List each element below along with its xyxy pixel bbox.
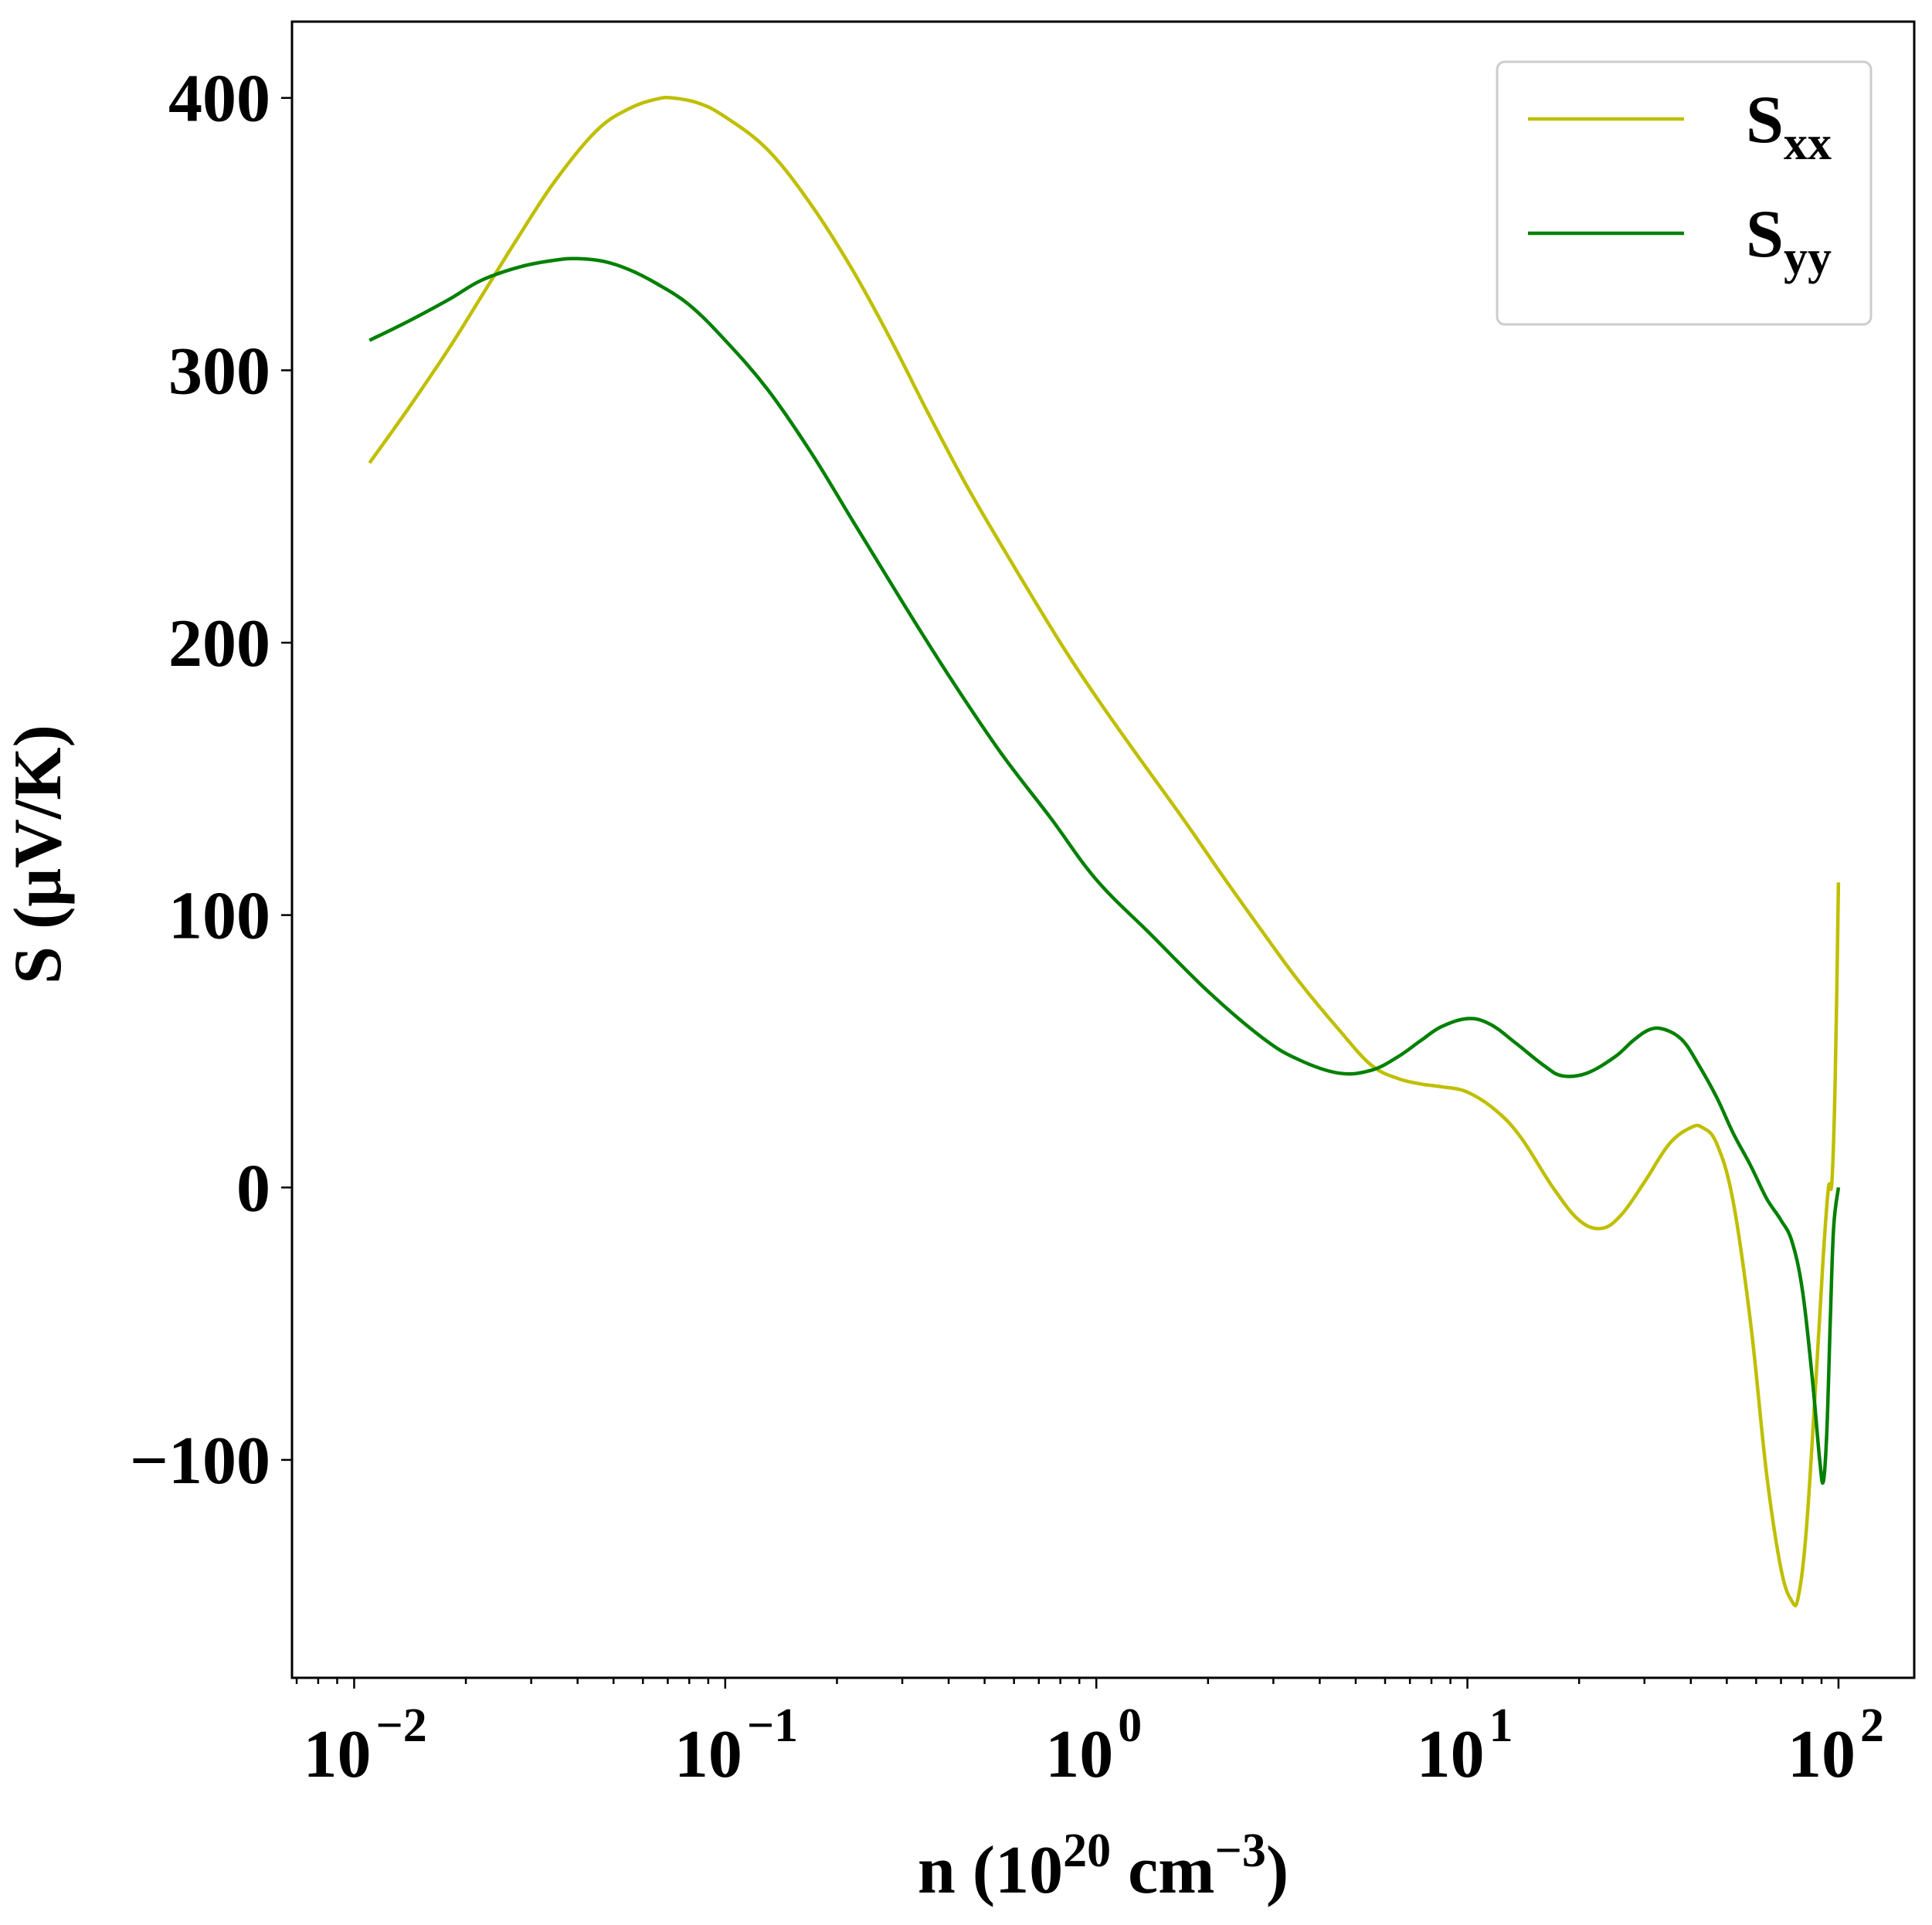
x-tick-label: 10 [1417, 1717, 1485, 1792]
legend-label-main: S [1746, 197, 1784, 272]
y-tick-label: 400 [168, 62, 270, 137]
x-axis-title-part: cm [1111, 1833, 1214, 1908]
x-axis-title-part: 20 [1063, 1825, 1111, 1877]
series-layer [368, 95, 1841, 1608]
x-tick-label: 10 [303, 1717, 371, 1792]
legend-label-xx: Sxx [1746, 83, 1832, 170]
y-tick-label: 200 [168, 606, 270, 681]
x-tick-label: 10 [674, 1717, 742, 1792]
plot-frame [290, 20, 1916, 1679]
legend-box [1496, 60, 1873, 326]
x-tick-exponent: 0 [1118, 1699, 1142, 1752]
x-axis-ticks: 10 −2 10 −1 10 0 10 1 10 2 [295, 1678, 1884, 1792]
y-tick-label: 0 [236, 1151, 270, 1226]
x-tick-label: 10 [1045, 1717, 1113, 1792]
y-tick-label: 300 [168, 334, 270, 409]
legend-label-yy: Syy [1746, 197, 1832, 284]
x-tick-exponent: 2 [1860, 1699, 1884, 1752]
y-axis-ticks: −100 0 100 200 300 400 [130, 62, 292, 1499]
series-line-syy [368, 256, 1841, 1485]
x-tick-exponent: 1 [1489, 1699, 1513, 1752]
y-tick-label: 100 [168, 879, 270, 954]
x-axis-title: n (1020 cm−3) [918, 1825, 1289, 1908]
legend-label-subscript: yy [1784, 232, 1832, 284]
x-axis-title-part: n (10 [918, 1833, 1063, 1908]
x-tick-label: 10 [1788, 1717, 1856, 1792]
x-axis-title-part: −3 [1214, 1825, 1265, 1877]
y-tick-label: −100 [130, 1424, 270, 1499]
y-axis-title: S (μV/K) [1, 725, 76, 984]
series-line-sxx [368, 95, 1841, 1608]
x-tick-exponent: −1 [747, 1699, 798, 1752]
x-tick-exponent: −2 [375, 1699, 426, 1752]
x-axis-title-part: ) [1266, 1833, 1289, 1908]
legend-label-subscript: xx [1784, 117, 1832, 170]
legend-label-main: S [1746, 83, 1784, 158]
